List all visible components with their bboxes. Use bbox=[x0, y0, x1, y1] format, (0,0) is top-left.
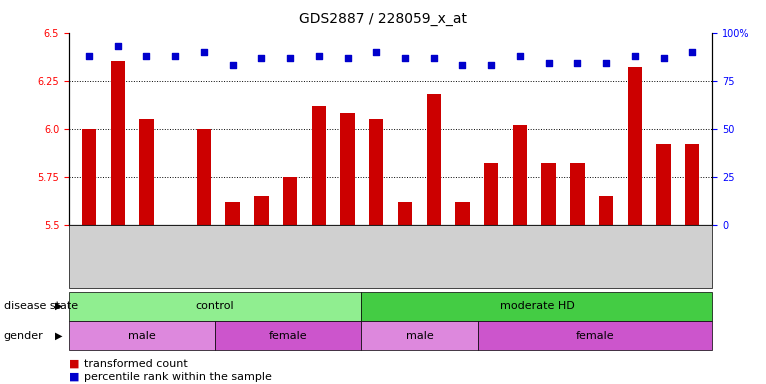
Point bbox=[571, 60, 584, 66]
Bar bbox=[542, 163, 556, 225]
Point bbox=[686, 49, 699, 55]
Point bbox=[542, 60, 555, 66]
Bar bbox=[427, 94, 441, 225]
Point bbox=[370, 49, 382, 55]
Bar bbox=[455, 202, 470, 225]
Text: GDS2887 / 228059_x_at: GDS2887 / 228059_x_at bbox=[299, 12, 467, 25]
Bar bbox=[139, 119, 154, 225]
Text: moderate HD: moderate HD bbox=[499, 301, 574, 311]
Bar bbox=[254, 196, 269, 225]
Bar bbox=[599, 196, 614, 225]
Text: female: female bbox=[576, 331, 614, 341]
Text: ▶: ▶ bbox=[55, 331, 63, 341]
Point bbox=[657, 55, 669, 61]
Text: male: male bbox=[128, 331, 156, 341]
Point bbox=[313, 53, 325, 59]
Point bbox=[514, 53, 526, 59]
Point bbox=[140, 53, 152, 59]
Point bbox=[169, 53, 182, 59]
Bar bbox=[283, 177, 297, 225]
Point bbox=[629, 53, 641, 59]
Text: ■: ■ bbox=[69, 359, 80, 369]
Point bbox=[198, 49, 210, 55]
Bar bbox=[512, 125, 527, 225]
Text: transformed count: transformed count bbox=[84, 359, 188, 369]
Point bbox=[227, 62, 239, 68]
Bar bbox=[82, 129, 97, 225]
Point bbox=[600, 60, 612, 66]
Point bbox=[342, 55, 354, 61]
Bar bbox=[197, 129, 211, 225]
Point bbox=[284, 55, 296, 61]
Point bbox=[112, 43, 124, 49]
Bar bbox=[398, 202, 412, 225]
Text: ■: ■ bbox=[69, 372, 80, 382]
Point bbox=[427, 55, 440, 61]
Bar bbox=[685, 144, 699, 225]
Text: control: control bbox=[196, 301, 234, 311]
Bar bbox=[312, 106, 326, 225]
Point bbox=[83, 53, 95, 59]
Bar bbox=[627, 67, 642, 225]
Text: gender: gender bbox=[4, 331, 44, 341]
Bar bbox=[340, 113, 355, 225]
Bar bbox=[369, 119, 384, 225]
Point bbox=[255, 55, 267, 61]
Point bbox=[457, 62, 469, 68]
Text: disease state: disease state bbox=[4, 301, 78, 311]
Text: ▶: ▶ bbox=[55, 301, 63, 311]
Bar bbox=[656, 144, 671, 225]
Text: male: male bbox=[406, 331, 434, 341]
Point bbox=[399, 55, 411, 61]
Text: female: female bbox=[269, 331, 308, 341]
Bar bbox=[225, 202, 240, 225]
Point bbox=[485, 62, 497, 68]
Text: percentile rank within the sample: percentile rank within the sample bbox=[84, 372, 272, 382]
Bar bbox=[484, 163, 499, 225]
Bar bbox=[110, 61, 125, 225]
Bar bbox=[570, 163, 584, 225]
